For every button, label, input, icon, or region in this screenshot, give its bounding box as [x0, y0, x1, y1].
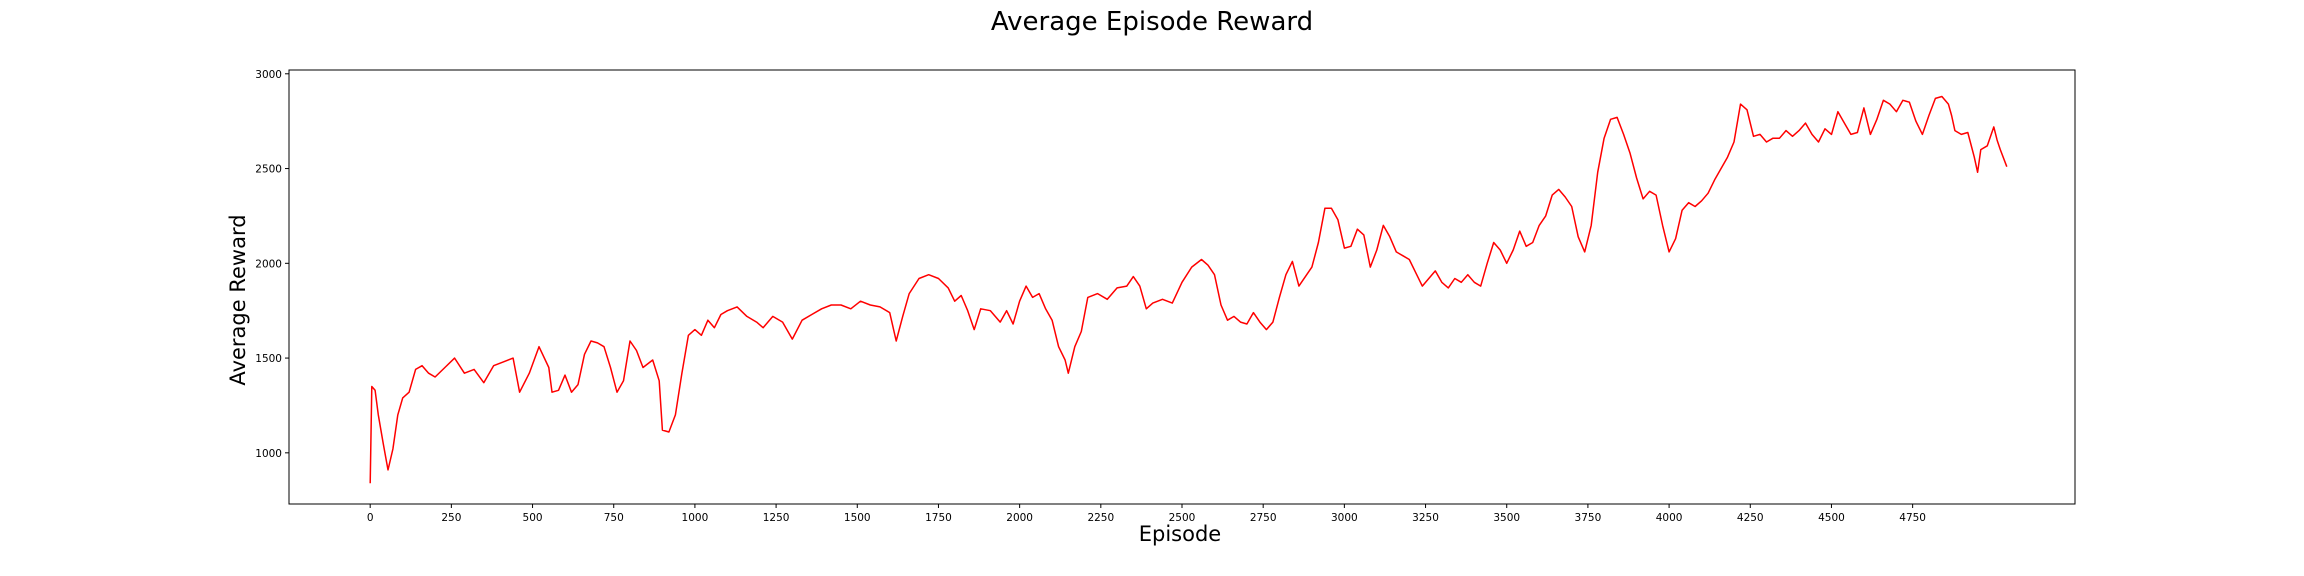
x-tick-label: 1250: [763, 512, 790, 524]
x-tick-label: 1750: [925, 512, 952, 524]
y-tick-label: 1000: [255, 448, 282, 460]
y-axis-ticks: 1000 1500 2000 2500 3000: [255, 69, 289, 460]
series-line-0: [369, 95, 2008, 484]
x-axis-label: Episode: [1139, 522, 1221, 546]
chart-title: Average Episode Reward: [991, 7, 1313, 37]
plot-frame: [288, 69, 2076, 505]
x-tick-label: 4750: [1899, 512, 1926, 524]
y-tick-label: 2500: [255, 164, 282, 176]
x-axis-ticks: 0 250 500 750 1000 1250 1500 1750 2000 2250 2500 27…: [367, 504, 1926, 524]
x-tick-label: 2000: [1006, 512, 1033, 524]
x-tick-label: 2250: [1087, 512, 1114, 524]
x-tick-label: 4000: [1656, 512, 1683, 524]
x-tick-label: 3000: [1331, 512, 1358, 524]
x-tick-label: 3750: [1575, 512, 1602, 524]
x-tick-label: 2500: [1169, 512, 1196, 524]
x-tick-label: 4500: [1818, 512, 1845, 524]
y-tick-label: 1500: [255, 353, 282, 365]
x-tick-label: 500: [523, 512, 543, 524]
y-axis-label: Average Reward: [226, 214, 250, 385]
x-tick-label: 750: [604, 512, 624, 524]
plot-area: [369, 95, 2008, 484]
x-tick-label: 2750: [1250, 512, 1277, 524]
y-tick-label: 2000: [255, 258, 282, 270]
x-tick-label: 0: [367, 512, 374, 524]
x-tick-label: 1500: [844, 512, 871, 524]
x-tick-label: 250: [441, 512, 461, 524]
x-tick-label: 1000: [682, 512, 709, 524]
x-tick-label: 3250: [1412, 512, 1439, 524]
y-tick-label: 3000: [255, 69, 282, 81]
x-tick-label: 4250: [1737, 512, 1764, 524]
x-tick-label: 3500: [1493, 512, 1520, 524]
